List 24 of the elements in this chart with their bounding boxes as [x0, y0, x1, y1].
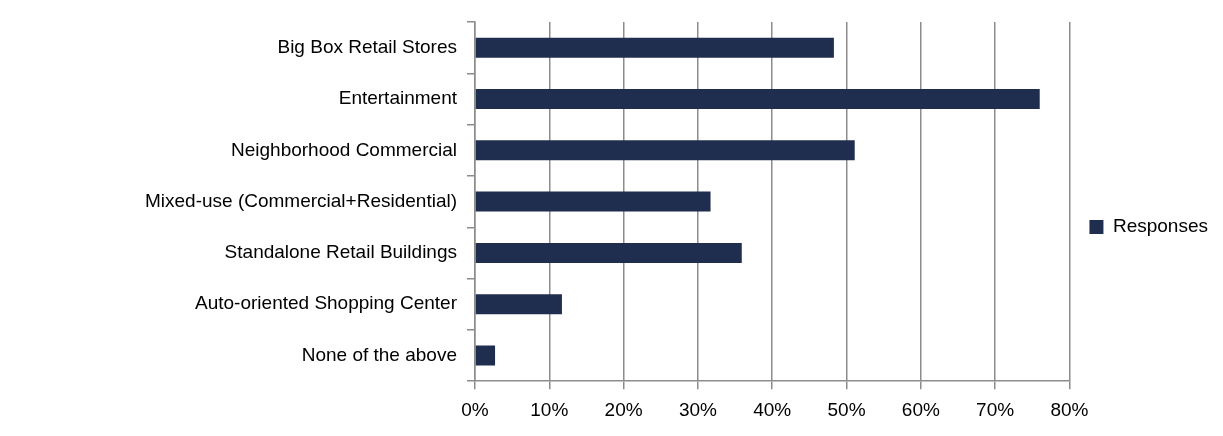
y-tick-label: Auto-oriented Shopping Center	[195, 292, 458, 314]
x-tick-label: 40%	[753, 398, 792, 420]
x-tick-label: 10%	[530, 398, 569, 420]
bar	[475, 242, 742, 263]
y-tick-label: Standalone Retail Buildings	[224, 241, 457, 263]
bar	[475, 294, 562, 315]
y-tick-label: Mixed-use (Commercial+Residential)	[144, 189, 457, 211]
bar	[475, 345, 496, 366]
bar	[475, 191, 711, 212]
y-tick-label: None of the above	[301, 343, 457, 365]
x-tick-label: 20%	[604, 398, 643, 420]
y-tick-label: Big Box Retail Stores	[277, 35, 457, 57]
x-tick-label: 50%	[827, 398, 866, 420]
y-tick-label: Entertainment	[338, 87, 458, 109]
bar	[475, 140, 855, 161]
x-tick-label: 30%	[678, 398, 718, 420]
x-tick-label: 80%	[1050, 398, 1089, 420]
y-tick-label: Neighborhood Commercial	[231, 138, 457, 160]
x-tick-label: 70%	[976, 398, 1015, 420]
legend-label: Responses	[1112, 215, 1209, 237]
bar	[475, 88, 1040, 109]
x-tick-label: 0%	[461, 398, 489, 420]
bar	[475, 37, 834, 58]
x-tick-label: 60%	[901, 398, 940, 420]
